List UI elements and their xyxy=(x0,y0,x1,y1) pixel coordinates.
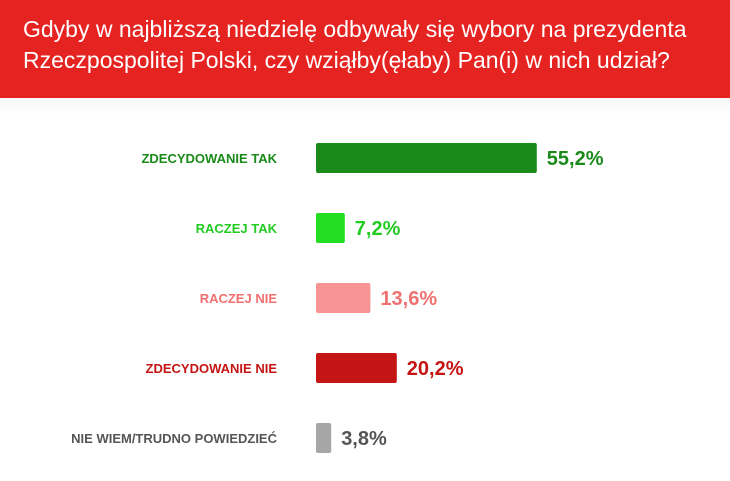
category-label: ZDECYDOWANIE NIE xyxy=(146,361,278,376)
value-label: 55,2% xyxy=(547,148,604,170)
header-shadow-band xyxy=(0,98,730,116)
value-label: 20,2% xyxy=(407,358,464,380)
bar xyxy=(316,143,537,173)
bar xyxy=(316,423,332,453)
value-label: 7,2% xyxy=(355,218,401,240)
value-label: 13,6% xyxy=(380,288,437,310)
chart-title-line-1: Gdyby w najbliższą niedzielę odbywały si… xyxy=(23,16,687,42)
bar xyxy=(316,353,397,383)
value-label: 3,8% xyxy=(341,428,387,450)
bar xyxy=(316,283,371,313)
category-label: ZDECYDOWANIE TAK xyxy=(141,151,277,166)
category-label: NIE WIEM/TRUDNO POWIEDZIEĆ xyxy=(71,431,277,446)
category-label: RACZEJ NIE xyxy=(200,291,278,306)
category-label: RACZEJ TAK xyxy=(196,221,278,236)
chart-title: Gdyby w najbliższą niedzielę odbywały si… xyxy=(0,0,730,98)
chart-title-line-2: Rzeczpospolitej Polski, czy wziąłby(ęłab… xyxy=(23,47,670,73)
bar xyxy=(316,213,345,243)
